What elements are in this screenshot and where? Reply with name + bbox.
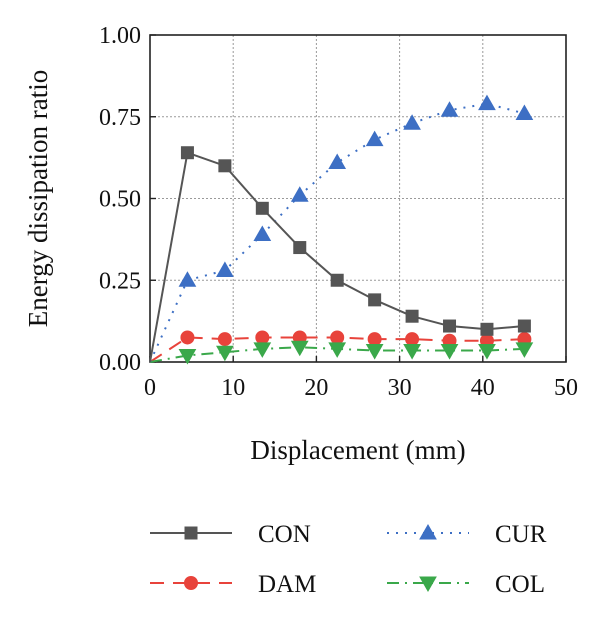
data-point (515, 104, 534, 120)
data-point (255, 201, 269, 215)
series-line (149, 102, 525, 363)
data-point (478, 344, 496, 360)
y-tick-label: 0.75 (99, 105, 141, 131)
data-point (365, 344, 384, 360)
data-point (515, 342, 534, 358)
legend-label: CUR (495, 521, 547, 548)
axis-ticks: 0 10 20 30 40 50 0.00 0.25 0.50 0.75 1.00 (99, 23, 578, 401)
x-tick-label: 30 (388, 375, 412, 401)
data-point (178, 348, 197, 365)
legend-label: COL (495, 571, 545, 598)
y-tick-label: 0.50 (99, 187, 141, 213)
legend-label: DAM (258, 571, 316, 598)
data-point (443, 319, 457, 333)
x-tick-label: 10 (221, 375, 245, 401)
data-point (403, 114, 421, 130)
x-tick-label: 50 (554, 375, 578, 401)
legend-marker (184, 526, 198, 540)
data-point (403, 344, 421, 360)
data-point (290, 186, 309, 202)
data-point (253, 225, 272, 241)
grid (149, 34, 567, 363)
legend-item-dam: DAM (150, 571, 316, 598)
data-point (440, 101, 459, 117)
series-cur (149, 94, 534, 363)
series-dam (149, 330, 532, 363)
data-point (405, 309, 419, 323)
data-point (478, 94, 496, 111)
data-point (255, 330, 270, 345)
data-point (330, 273, 344, 287)
data-point (180, 330, 195, 345)
y-tick-label: 0.25 (99, 268, 141, 294)
data-point (330, 330, 345, 345)
data-point (218, 159, 232, 173)
data-point (216, 261, 234, 277)
x-tick-label: 20 (304, 375, 328, 401)
series-col (149, 340, 534, 365)
data-point (180, 146, 194, 160)
data-point (328, 153, 347, 170)
data-point (328, 342, 347, 358)
legend-marker (184, 576, 198, 590)
data-point (517, 319, 531, 333)
y-tick-label: 1.00 (99, 23, 141, 49)
legend-item-cur: CUR (387, 521, 547, 548)
x-tick-label: 0 (144, 375, 156, 401)
legend-marker (419, 576, 437, 593)
series-con (149, 146, 531, 363)
data-point (365, 130, 384, 147)
data-point (253, 342, 272, 358)
data-point (480, 322, 494, 336)
x-axis-label: Displacement (mm) (250, 435, 465, 465)
legend-label: CON (258, 521, 311, 548)
data-point (440, 344, 459, 360)
data-point (367, 332, 382, 347)
legend: CON CUR DAM COL (150, 521, 547, 598)
data-point (290, 340, 309, 357)
data-point (216, 345, 234, 362)
x-tick-label: 40 (471, 375, 495, 401)
data-point (293, 241, 307, 255)
y-axis-label: Energy dissipation ratio (23, 70, 53, 327)
legend-marker (419, 523, 437, 540)
legend-item-con: CON (150, 521, 311, 548)
data-point (178, 271, 197, 287)
series-layer (149, 94, 534, 365)
data-point (405, 332, 420, 347)
y-tick-label: 0.00 (99, 350, 141, 376)
data-point (368, 293, 382, 307)
data-point (217, 332, 232, 347)
legend-item-col: COL (387, 571, 545, 598)
